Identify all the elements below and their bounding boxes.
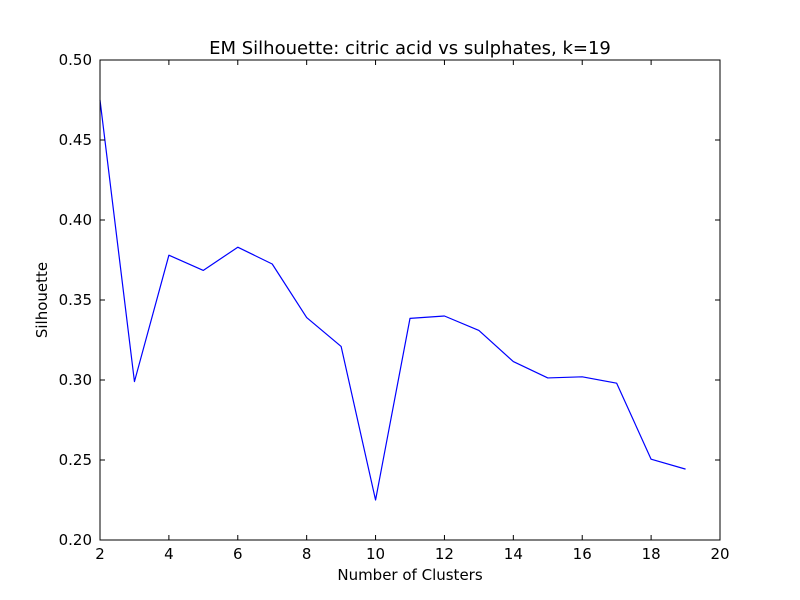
axis-ticks: 2 4 6 8 10 12 14 16 18 20 0.20 0.25 0.30 0.35 0.40 0.45… xyxy=(59,51,730,563)
y-tick-label: 0.30 xyxy=(59,371,92,389)
x-tick-label: 8 xyxy=(302,545,312,563)
x-tick-label: 16 xyxy=(573,545,592,563)
chart-title: EM Silhouette: citric acid vs sulphates,… xyxy=(209,38,611,59)
x-tick-label: 10 xyxy=(366,545,385,563)
x-axis-label: Number of Clusters xyxy=(337,566,482,584)
plot-area xyxy=(99,99,686,501)
y-tick-label: 0.25 xyxy=(59,451,92,469)
y-tick-label: 0.50 xyxy=(59,51,92,69)
x-tick-label: 20 xyxy=(710,545,729,563)
y-tick-label: 0.20 xyxy=(59,531,92,549)
x-tick-label: 14 xyxy=(504,545,523,563)
y-tick-label: 0.45 xyxy=(59,131,92,149)
x-tick-label: 4 xyxy=(164,545,174,563)
series-line xyxy=(99,99,686,501)
y-tick-label: 0.40 xyxy=(59,211,92,229)
x-tick-label: 6 xyxy=(233,545,243,563)
y-tick-label: 0.35 xyxy=(59,291,92,309)
y-axis-label: Silhouette xyxy=(33,262,51,338)
x-tick-label: 2 xyxy=(95,545,105,563)
x-tick-label: 18 xyxy=(642,545,661,563)
x-tick-label: 12 xyxy=(435,545,454,563)
